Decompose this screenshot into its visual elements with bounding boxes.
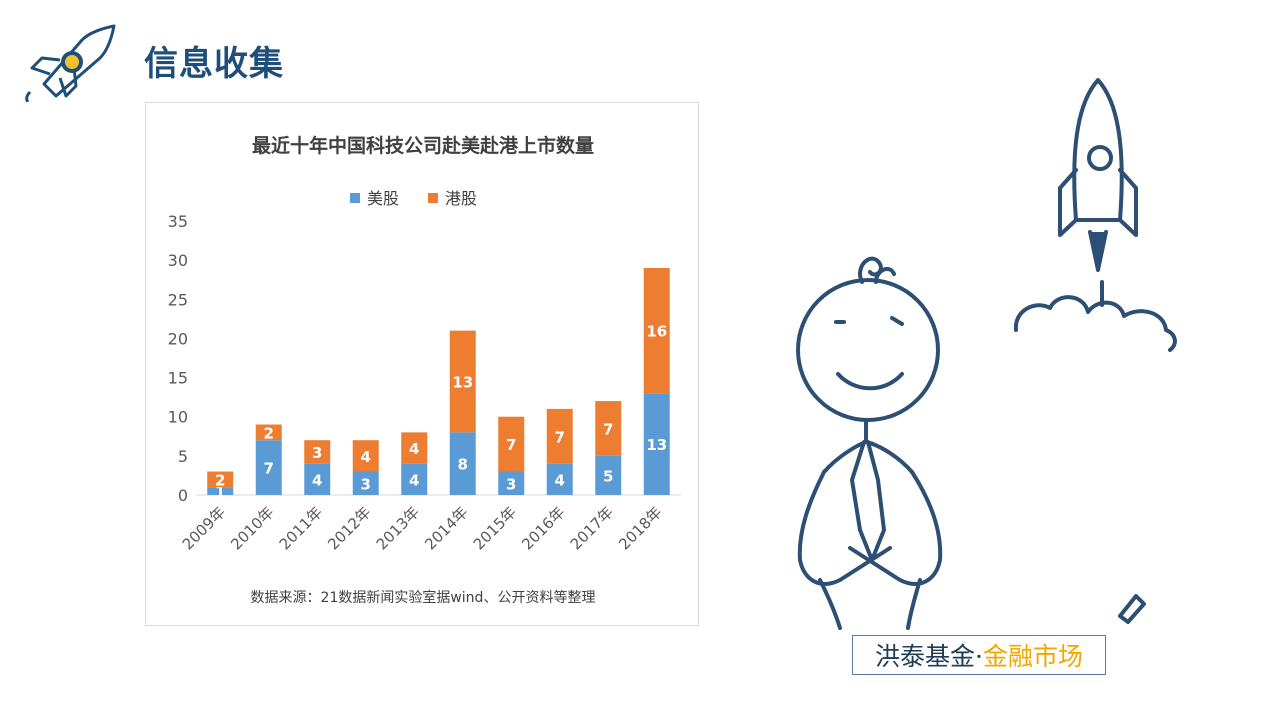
bar-hk: [207, 471, 234, 488]
legend-swatch-0: [350, 193, 360, 203]
bar-us: [352, 471, 379, 495]
x-tick-label: 2014年: [421, 503, 471, 553]
rocket-logo-icon: [25, 24, 116, 102]
data-label: 4: [409, 471, 419, 489]
bar-us: [643, 393, 670, 495]
data-label: 16: [646, 323, 667, 341]
y-tick-label: 0: [178, 486, 188, 505]
legend-swatch-1: [428, 193, 438, 203]
data-label: 2: [264, 424, 274, 442]
x-tick-label: 2012年: [324, 503, 374, 553]
data-label: 7: [555, 428, 565, 446]
x-tick-label: 2011年: [276, 503, 326, 553]
data-label: 3: [361, 475, 371, 493]
x-tick-label: 2018年: [615, 503, 665, 553]
x-tick-label: 2016年: [518, 503, 568, 553]
data-label: 2: [215, 471, 225, 489]
slide-title: 信息收集: [144, 44, 284, 84]
pencil-icon: [1118, 594, 1146, 624]
legend-label-1: 港股: [445, 189, 477, 208]
y-tick-label: 15: [168, 369, 188, 388]
data-label: 13: [452, 373, 473, 391]
data-label: 7: [264, 460, 274, 478]
data-label: 3: [506, 475, 516, 493]
chart-title: 最近十年中国科技公司赴美赴港上市数量: [252, 134, 594, 157]
small-rocket-icon: [1013, 78, 1177, 352]
x-tick-label: 2010年: [227, 503, 277, 553]
legend-label-0: 美股: [367, 189, 399, 208]
bar-us: [255, 440, 282, 495]
bar-hk: [643, 267, 670, 394]
brand-subtitle: 金融市场: [982, 642, 1083, 671]
data-label: 4: [361, 448, 371, 466]
bar-hk: [255, 424, 282, 441]
data-label: 1: [215, 483, 225, 501]
bar-us: [401, 463, 428, 495]
brand-label: 洪泰基金· 金融市场: [852, 635, 1106, 675]
person-head-icon: [796, 256, 940, 422]
doodle-illustration: [796, 78, 1177, 630]
x-tick-label: 2017年: [567, 503, 617, 553]
bar-hk: [352, 440, 379, 472]
bar-hk: [401, 432, 428, 464]
y-tick-label: 20: [168, 329, 188, 348]
x-axis: 2009年2010年2011年2012年2013年2014年2015年2016年…: [179, 503, 666, 553]
data-label: 3: [312, 444, 322, 462]
bar-hk: [498, 416, 525, 472]
y-tick-label: 30: [168, 251, 188, 270]
data-label: 4: [312, 471, 322, 489]
bar-us: [546, 463, 573, 495]
data-label: 8: [458, 456, 468, 474]
bar-hk: [546, 408, 573, 464]
bar-us: [449, 432, 476, 495]
y-tick-label: 35: [168, 212, 188, 231]
data-label: 13: [646, 436, 667, 454]
bar-hk: [595, 401, 622, 456]
data-label: 7: [506, 436, 516, 454]
person-body-icon: [797, 418, 943, 630]
bar-hk: [304, 440, 331, 464]
x-tick-label: 2013年: [373, 503, 423, 553]
bar-us: [207, 487, 234, 495]
chart-legend: 美股 港股: [350, 189, 477, 208]
chart-panel: 最近十年中国科技公司赴美赴港上市数量 美股 港股 0 5 10 15 20 25 30 35 1…: [145, 102, 699, 626]
y-tick-label: 10: [168, 408, 188, 427]
chart-source: 数据来源：21数据新闻实验室据wind、公开资料等整理: [251, 589, 596, 606]
bar-hk: [449, 330, 476, 433]
x-tick-label: 2015年: [470, 503, 520, 553]
data-label: 5: [603, 467, 613, 485]
y-tick-label: 5: [178, 447, 188, 466]
data-label: 7: [603, 420, 613, 438]
data-label: 4: [555, 471, 565, 489]
y-tick-label: 25: [168, 290, 188, 309]
bar-us: [304, 463, 331, 495]
bar-us: [595, 455, 622, 495]
bar-us: [498, 471, 525, 495]
data-label: 4: [409, 440, 419, 458]
x-tick-label: 2009年: [179, 503, 229, 553]
brand-name: 洪泰基金·: [875, 642, 983, 671]
